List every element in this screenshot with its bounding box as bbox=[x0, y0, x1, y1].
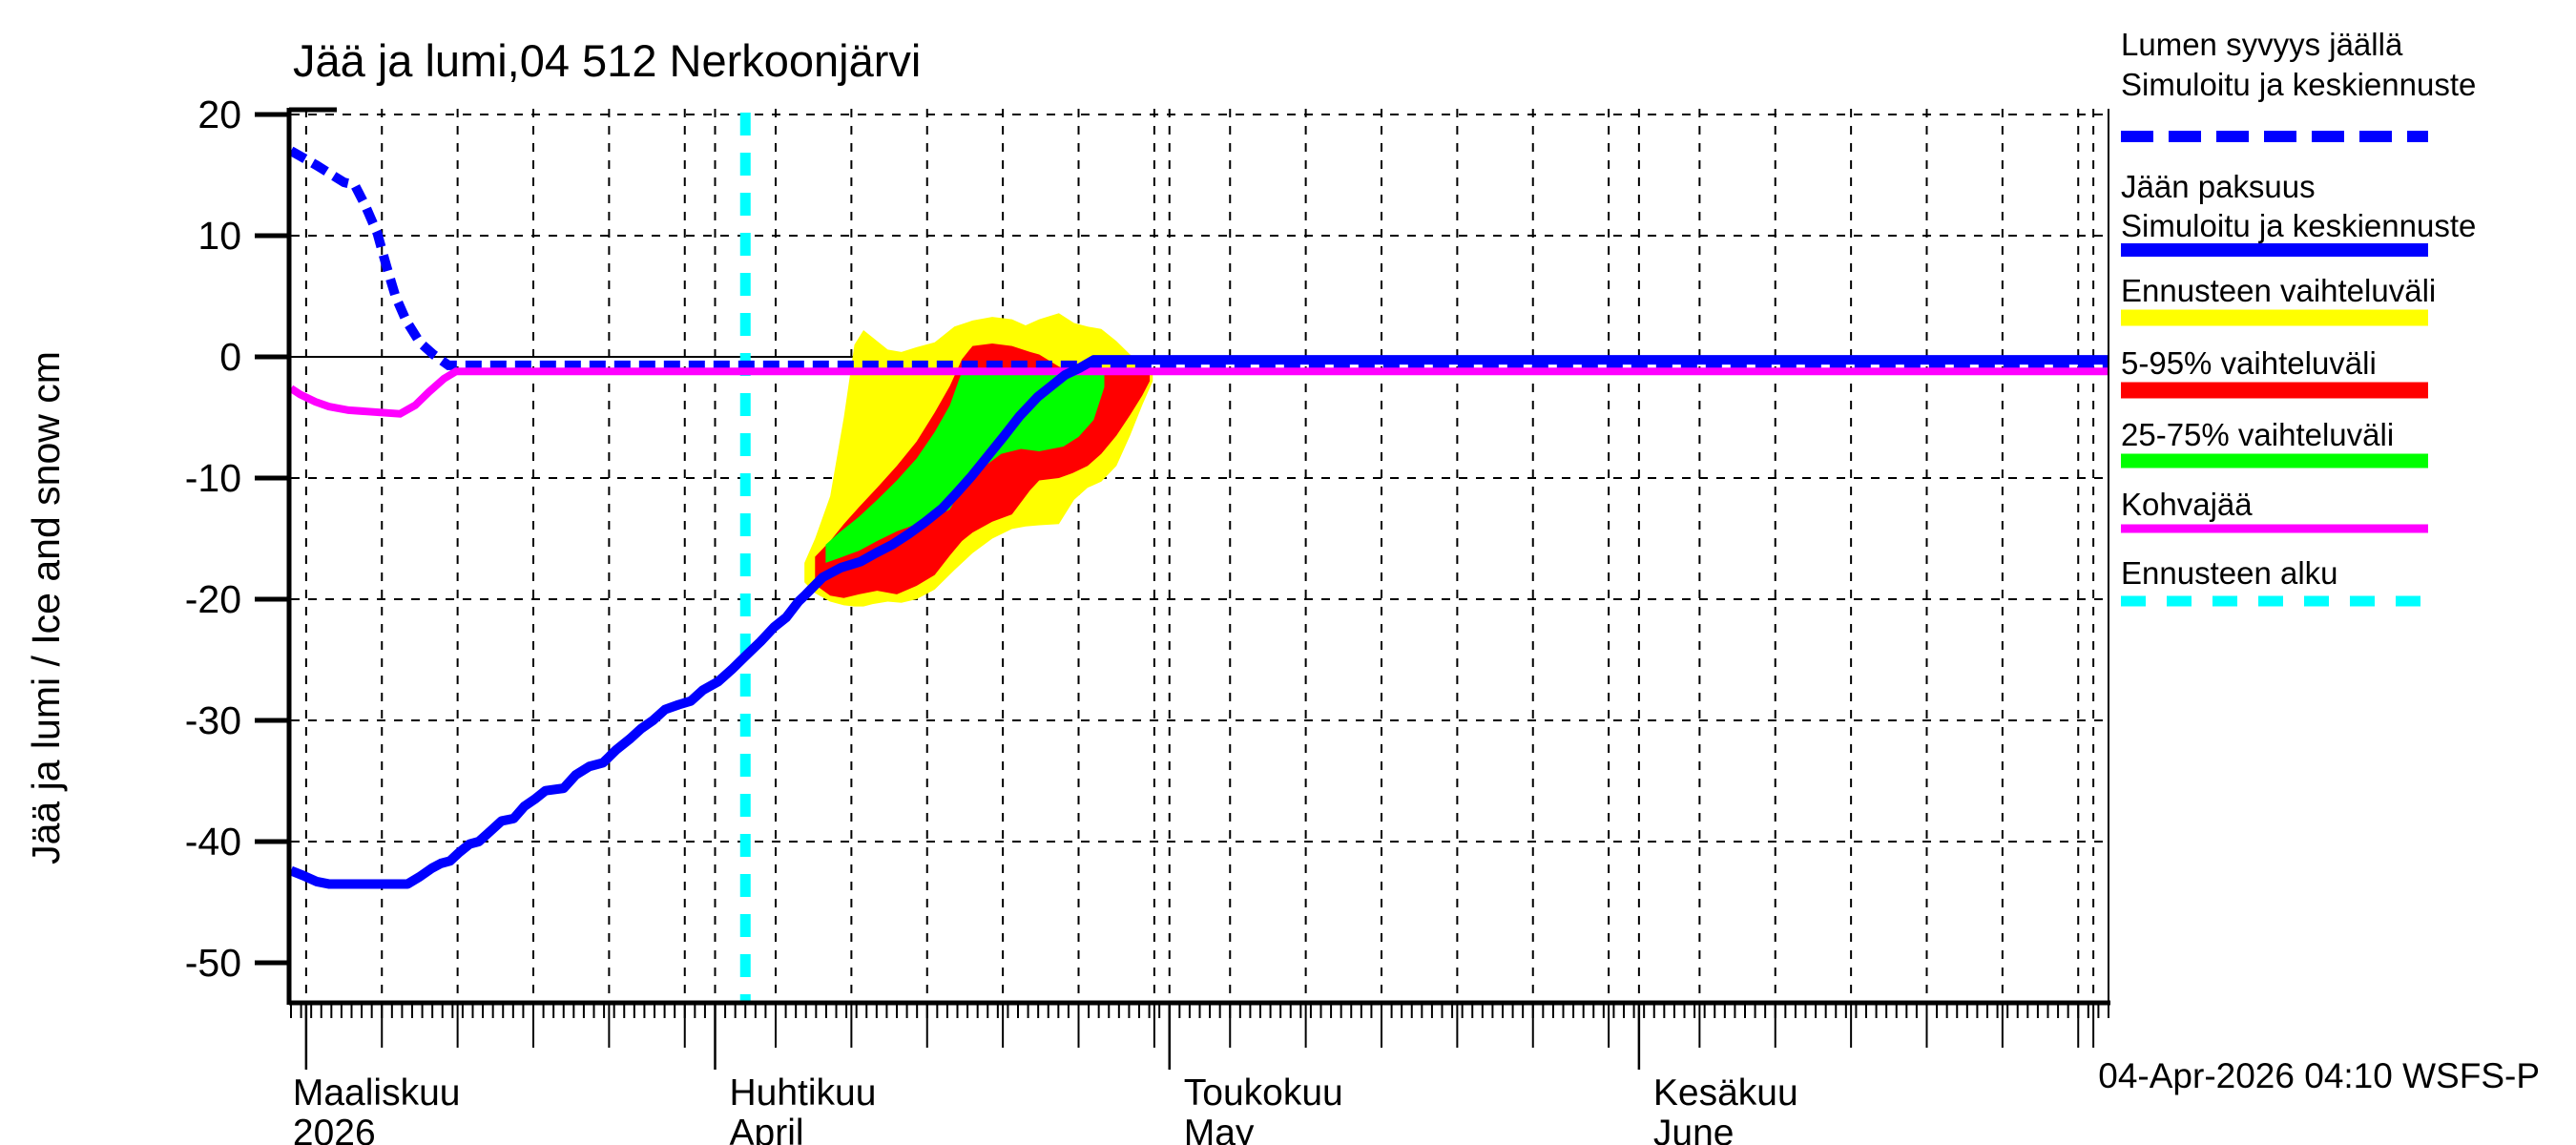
data-series-lines bbox=[291, 146, 2109, 889]
grid-lines bbox=[291, 109, 2109, 1004]
forecast-bands bbox=[804, 313, 1153, 607]
band-25-75-vaihteluv-li bbox=[825, 368, 1105, 563]
x-month-label-fi: Huhtikuu bbox=[730, 1072, 877, 1114]
legend-label: 5-95% vaihteluväli bbox=[2121, 345, 2377, 381]
chart-title: Jää ja lumi,04 512 Nerkoonjärvi bbox=[293, 35, 921, 86]
legend-item: Ennusteen vaihteluväli bbox=[2121, 273, 2436, 326]
x-month-label-fi: Toukokuu bbox=[1184, 1072, 1343, 1114]
y-tick-label: -50 bbox=[185, 941, 241, 985]
y-tick-label: 20 bbox=[197, 93, 241, 136]
snow-depth-line bbox=[291, 146, 2109, 370]
kohvajaa-line bbox=[291, 367, 2109, 418]
legend-label: Kohvajää bbox=[2121, 487, 2253, 522]
x-month-label-fi: Maaliskuu bbox=[293, 1072, 461, 1114]
legend-label: Jään paksuus bbox=[2121, 169, 2316, 204]
y-tick-label: -40 bbox=[185, 820, 241, 864]
y-axis-label: Jää ja lumi / Ice and snow cm bbox=[24, 351, 68, 864]
legend-item: Ennusteen alku bbox=[2121, 555, 2428, 607]
legend-label: 25-75% vaihteluväli bbox=[2121, 417, 2394, 452]
y-tick-label: 0 bbox=[219, 335, 241, 379]
x-month-label-en: May bbox=[1184, 1113, 1255, 1145]
legend: Lumen syvyys jäällä Simuloitu ja keskienn… bbox=[2121, 27, 2476, 607]
legend-label: Lumen syvyys jäällä bbox=[2121, 27, 2403, 62]
timestamp-watermark: 04-Apr-2026 04:10 WSFS-P bbox=[2098, 1056, 2540, 1095]
y-tick-label: -10 bbox=[185, 456, 241, 500]
legend-item: 25-75% vaihteluväli bbox=[2121, 417, 2428, 468]
legend-item: Lumen syvyys jäällä Simuloitu ja keskienn… bbox=[2121, 27, 2476, 142]
x-month-label-en: 2026 bbox=[293, 1113, 376, 1145]
legend-label: Simuloitu ja keskiennuste bbox=[2121, 67, 2476, 102]
legend-label: Ennusteen alku bbox=[2121, 555, 2338, 591]
y-tick-label: -20 bbox=[185, 577, 241, 621]
y-tick-label: 10 bbox=[197, 214, 241, 258]
x-month-label-en: April bbox=[730, 1113, 804, 1145]
legend-label: Ennusteen vaihteluväli bbox=[2121, 273, 2436, 308]
y-tick-label: -30 bbox=[185, 698, 241, 742]
axes-and-ticks bbox=[255, 107, 2110, 1070]
legend-item: Jään paksuus Simuloitu ja keskiennuste bbox=[2121, 169, 2476, 257]
legend-label: Simuloitu ja keskiennuste bbox=[2121, 208, 2476, 243]
legend-item: 5-95% vaihteluväli bbox=[2121, 345, 2428, 399]
x-month-label-fi: Kesäkuu bbox=[1653, 1072, 1798, 1114]
ice-thickness-line bbox=[291, 355, 2109, 889]
legend-item: Kohvajää bbox=[2121, 487, 2428, 533]
x-month-label-en: June bbox=[1653, 1113, 1735, 1145]
